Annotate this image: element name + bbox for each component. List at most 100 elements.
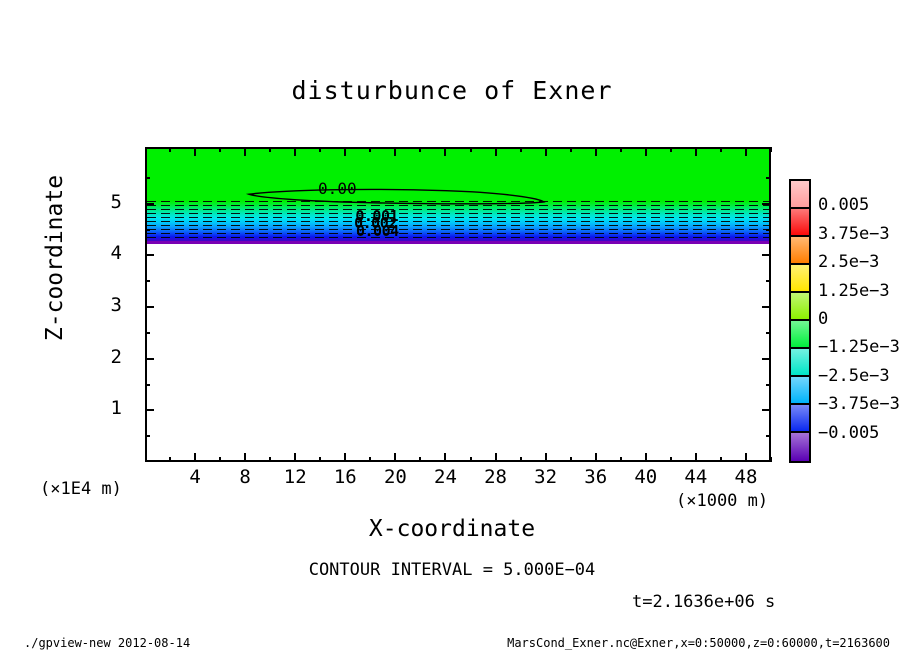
- axis-major-tick: [194, 453, 197, 462]
- axis-major-tick: [294, 147, 297, 156]
- axis-minor-tick: [319, 147, 322, 152]
- axis-major-tick: [145, 409, 154, 412]
- axis-minor-tick: [419, 147, 422, 152]
- x-tick-label: 24: [434, 466, 457, 488]
- axis-major-tick: [494, 147, 497, 156]
- x-tick-label: 8: [239, 466, 251, 488]
- axis-major-tick: [145, 254, 154, 257]
- axis-minor-tick: [770, 457, 772, 462]
- axis-minor-tick: [219, 147, 222, 152]
- axis-major-tick: [744, 453, 747, 462]
- colorbar-band: [791, 265, 809, 293]
- axis-minor-tick: [766, 331, 771, 334]
- axis-minor-tick: [369, 147, 372, 152]
- axis-major-tick: [762, 202, 771, 205]
- x-tick-label: 40: [634, 466, 658, 488]
- contour-fill-region: [147, 149, 769, 244]
- dense-contour-lines: [147, 200, 769, 244]
- colorbar-band: [791, 349, 809, 377]
- axis-major-tick: [194, 147, 197, 156]
- axis-minor-tick: [766, 176, 771, 179]
- axis-minor-tick: [145, 176, 150, 179]
- axis-major-tick: [694, 453, 697, 462]
- y-tick-label: 2: [110, 345, 122, 368]
- axis-minor-tick: [145, 228, 150, 231]
- axis-minor-tick: [766, 383, 771, 386]
- axis-major-tick: [544, 453, 547, 462]
- axis-major-tick: [644, 147, 647, 156]
- x-tick-label: 32: [534, 466, 558, 488]
- colorbar: [789, 179, 811, 463]
- time-stamp: t=2.1636e+06 s: [632, 592, 776, 612]
- axis-major-tick: [394, 147, 397, 156]
- colorbar-band: [791, 377, 809, 405]
- colorbar-tick-label: 0: [818, 309, 829, 329]
- axis-major-tick: [444, 453, 447, 462]
- axis-minor-tick: [669, 457, 672, 462]
- axis-major-tick: [762, 409, 771, 412]
- colorbar-band: [791, 209, 809, 237]
- axis-major-tick: [145, 202, 154, 205]
- axis-minor-tick: [619, 457, 622, 462]
- axis-major-tick: [344, 147, 347, 156]
- axis-major-tick: [544, 147, 547, 156]
- colorbar-tick-label: 3.75e−3: [818, 223, 890, 244]
- contour-interval-note: CONTOUR INTERVAL = 5.000E−04: [308, 560, 596, 580]
- colorbar-tick-label: −0.005: [818, 422, 880, 443]
- page-title: disturbunce of Exner: [291, 76, 613, 105]
- axis-minor-tick: [469, 147, 472, 152]
- axis-minor-tick: [369, 457, 372, 462]
- y-axis-title: Z-coordinate: [42, 174, 68, 342]
- footer-source: MarsCond_Exner.nc@Exner,x=0:50000,z=0:60…: [507, 636, 890, 650]
- axis-minor-tick: [669, 147, 672, 152]
- y-tick-label: 1: [110, 397, 122, 420]
- x-tick-label: 16: [333, 466, 357, 488]
- axis-major-tick: [694, 147, 697, 156]
- axis-minor-tick: [169, 457, 172, 462]
- axis-minor-tick: [719, 457, 722, 462]
- y-tick-label: 4: [110, 242, 122, 265]
- axis-major-tick: [344, 453, 347, 462]
- colorbar-band: [791, 237, 809, 265]
- colorbar-tick-label: −1.25e−3: [818, 337, 900, 358]
- plot-area: 0.00 0.001 0.002 0.004: [145, 147, 771, 462]
- colorbar-band: [791, 293, 809, 321]
- x-tick-label: 48: [734, 466, 758, 488]
- axis-major-tick: [294, 453, 297, 462]
- axis-major-tick: [744, 147, 747, 156]
- footer-command: ./gpview-new 2012-08-14: [24, 636, 191, 650]
- contour-label-0002: 0.002: [354, 214, 397, 233]
- axis-minor-tick: [569, 457, 572, 462]
- x-axis-title: X-coordinate: [368, 516, 536, 542]
- x-tick-label: 20: [383, 466, 407, 488]
- colorbar-band: [791, 321, 809, 349]
- x-tick-label: 28: [484, 466, 507, 488]
- contour-line-zero: [243, 183, 548, 211]
- axis-major-tick: [762, 357, 771, 360]
- axis-major-tick: [145, 357, 154, 360]
- axis-major-tick: [444, 147, 447, 156]
- y-tick-label: 5: [110, 190, 122, 213]
- contour-label-0001: 0.001: [355, 206, 399, 225]
- contour-label-zero: 0.00: [318, 178, 357, 198]
- colorbar-tick-label: 1.25e−3: [818, 280, 890, 301]
- x-tick-label: 4: [189, 466, 201, 488]
- axis-major-tick: [594, 453, 597, 462]
- axis-minor-tick: [145, 383, 150, 386]
- axis-minor-tick: [269, 147, 272, 152]
- axis-minor-tick: [145, 331, 150, 334]
- axis-major-tick: [762, 254, 771, 257]
- axis-major-tick: [145, 306, 154, 309]
- axis-major-tick: [244, 453, 247, 462]
- x-tick-label: 12: [283, 466, 307, 488]
- colorbar-tick-label: 2.5e−3: [818, 252, 880, 273]
- axis-minor-tick: [169, 147, 172, 152]
- y-tick-label: 3: [110, 294, 122, 317]
- axis-major-tick: [494, 453, 497, 462]
- uniform-green-region: [147, 149, 769, 201]
- axis-major-tick: [644, 453, 647, 462]
- x-axis-unit-label: (×1000 m): [676, 491, 769, 511]
- x-tick-label: 44: [684, 466, 708, 488]
- axis-minor-tick: [269, 457, 272, 462]
- axis-major-tick: [394, 453, 397, 462]
